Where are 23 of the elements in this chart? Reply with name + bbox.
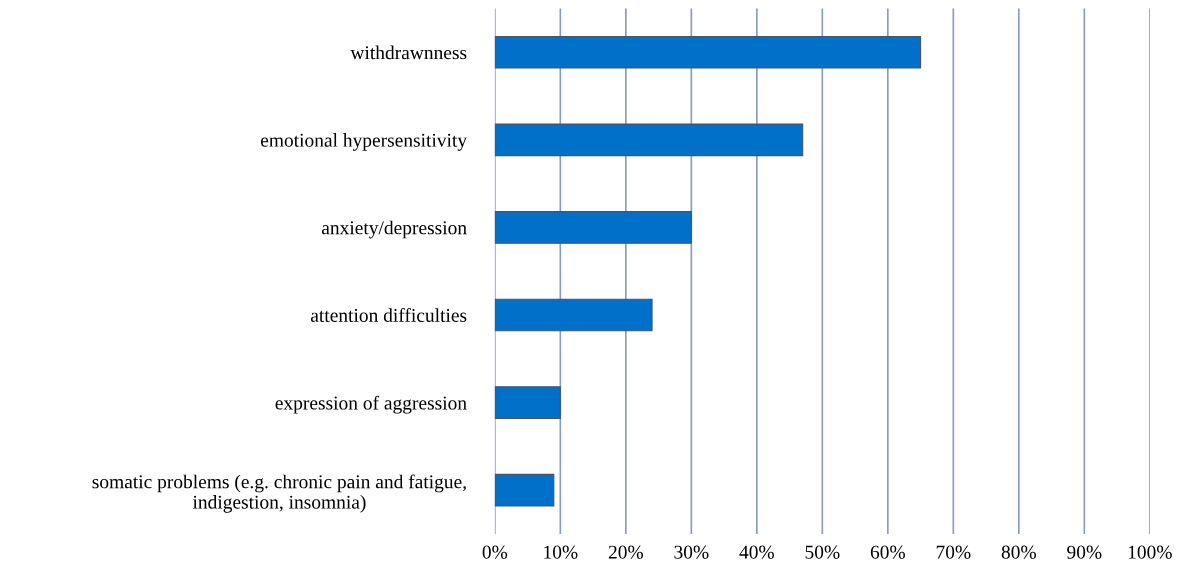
bar <box>494 35 922 69</box>
x-tick-label: 70% <box>936 545 971 559</box>
x-tick-label: 50% <box>805 545 840 559</box>
bar <box>494 298 653 332</box>
bar <box>494 123 804 157</box>
y-tick-label: withdrawnness <box>350 45 467 60</box>
x-tick-label: 40% <box>739 545 774 559</box>
x-tick-label: 60% <box>870 545 905 559</box>
y-tick-label: anxiety/depression <box>321 220 467 239</box>
y-tick-label: attention difficulties <box>310 308 467 322</box>
bar <box>494 386 561 419</box>
y-tick-label: emotional hypersensitivity <box>260 133 467 151</box>
x-tick-label: 10% <box>544 545 578 559</box>
y-tick-label: somatic problems (e.g. chronic pain and fatigue, indigestion, insomnia) <box>92 474 466 513</box>
bar <box>494 211 692 244</box>
x-tick-label: 30% <box>674 545 709 559</box>
x-tick-label: 80% <box>1001 545 1036 559</box>
x-tick-label: 90% <box>1067 545 1102 559</box>
x-tick-label: 20% <box>608 545 643 559</box>
y-tick-label: expression of aggression <box>275 395 467 414</box>
bar <box>494 473 555 507</box>
x-tick-label: 100% <box>1128 545 1172 559</box>
x-tick-label: 0% <box>482 545 508 559</box>
